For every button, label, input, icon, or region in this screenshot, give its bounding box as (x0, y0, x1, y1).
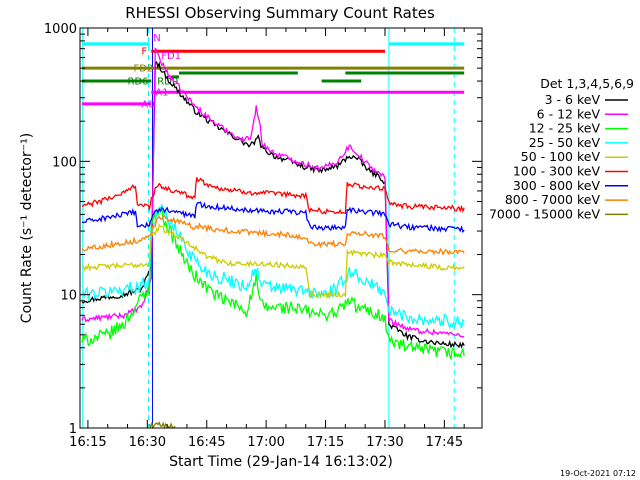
legend-title: Det 1,3,4,5,6,9 (540, 76, 634, 91)
x-tick-label: 17:00 (247, 435, 284, 450)
legend-entry-label: 3 - 6 keV (545, 92, 601, 107)
legend-entry-label: 50 - 100 keV (521, 149, 601, 164)
x-tick-label: 17:30 (366, 435, 403, 450)
y-tick-label: 1 (69, 422, 77, 437)
axes: 16:15 16:30 16:45 17:00 17:15 17:30 17:45 1 10 10… (44, 22, 482, 450)
legend-entry-label: 25 - 50 keV (529, 135, 601, 150)
y-tick-label: 10 (60, 289, 77, 304)
legend-entry-label: 100 - 300 keV (513, 164, 601, 179)
series-line (81, 47, 465, 338)
flag-label: A1 (155, 88, 168, 99)
series-line (81, 61, 465, 349)
legend-entry-label: 7000 - 15000 keV (489, 206, 600, 221)
series-lines (81, 47, 465, 430)
y-tick-label: 1000 (44, 22, 77, 37)
plot-frame (79, 27, 483, 429)
series-line (81, 201, 465, 234)
legend-entry-label: 800 - 7000 keV (505, 192, 601, 207)
timestamp: 19-Oct-2021 07:12 (560, 469, 636, 478)
x-tick-label: 16:15 (69, 435, 106, 450)
flag-label: F (141, 47, 147, 58)
flag-label: FD2 (133, 64, 153, 75)
series-line (81, 206, 465, 360)
legend-entry-label: 300 - 800 keV (513, 178, 601, 193)
x-tick-label: 17:15 (307, 435, 344, 450)
flag-label: RD6 (128, 77, 149, 88)
series-line (81, 203, 465, 330)
flag-label: RD0 (157, 77, 178, 88)
x-tick-label: 17:45 (426, 435, 463, 450)
series-line (81, 223, 465, 300)
flag-label: FD1 (161, 51, 181, 62)
legend-entry-label: 6 - 12 keV (537, 106, 601, 121)
y-axis-label: Count Rate (s⁻¹ detector⁻¹) (19, 133, 35, 323)
legend-entry-label: 12 - 25 keV (529, 121, 601, 136)
series-line (81, 177, 465, 215)
chart-title: RHESSI Observing Summary Count Rates (125, 4, 435, 22)
x-tick-label: 16:30 (129, 435, 166, 450)
x-axis-label: Start Time (29-Jan-14 16:13:02) (169, 454, 393, 470)
series-line (81, 214, 465, 256)
y-tick-label: 100 (52, 155, 77, 170)
flag-label: A0 (141, 99, 154, 110)
x-tick-label: 16:45 (188, 435, 225, 450)
flag-label: N (153, 33, 160, 44)
series-line (148, 421, 176, 430)
